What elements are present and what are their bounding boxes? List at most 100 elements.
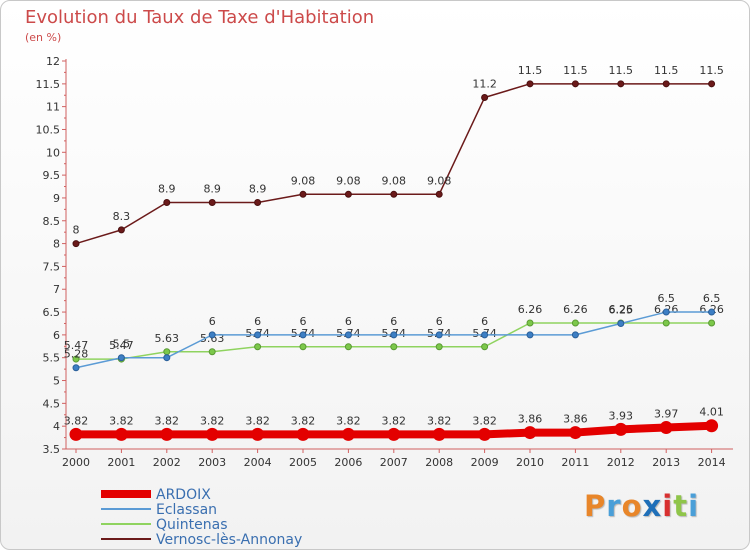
- data-point-ardoix: [614, 422, 628, 436]
- data-label-quintenas: 5.47: [64, 339, 89, 352]
- data-label-ardoix: 3.93: [609, 409, 634, 422]
- legend-label-ardoix: ARDOIX: [156, 487, 211, 503]
- y-tick-label: 7.5: [43, 260, 61, 273]
- x-tick-label: 2003: [198, 456, 226, 469]
- y-tick-label: 4.5: [43, 397, 61, 410]
- data-point-eclassan: [435, 331, 443, 339]
- y-tick-label: 10.5: [36, 123, 61, 136]
- data-label-vernosc-les-annonay: 11.5: [654, 64, 679, 77]
- data-label-eclassan: 6: [254, 315, 261, 328]
- data-point-ardoix: [659, 421, 673, 435]
- data-label-vernosc-les-annonay: 11.5: [518, 64, 543, 77]
- legend-label-quintenas: Quintenas: [156, 517, 228, 533]
- logo-letter: i: [662, 489, 674, 523]
- data-point-eclassan: [390, 331, 398, 339]
- data-label-eclassan: 6: [390, 315, 397, 328]
- y-tick-label: 5: [53, 375, 60, 388]
- data-point-quintenas: [254, 343, 262, 351]
- data-label-ardoix: 3.86: [563, 413, 588, 426]
- data-label-eclassan: 6: [209, 315, 216, 328]
- data-label-quintenas: 5.63: [155, 332, 180, 345]
- data-label-vernosc-les-annonay: 11.5: [563, 64, 588, 77]
- data-point-quintenas: [435, 343, 443, 351]
- data-point-quintenas: [344, 343, 352, 351]
- data-label-eclassan: 6.5: [657, 292, 675, 305]
- data-label-eclassan: 5.5: [113, 338, 131, 351]
- y-tick-label: 6.5: [43, 306, 61, 319]
- data-point-ardoix: [341, 427, 355, 441]
- data-label-quintenas: 6.26: [609, 303, 634, 316]
- data-point-quintenas: [299, 343, 307, 351]
- x-tick-label: 2013: [652, 456, 680, 469]
- data-point-quintenas: [163, 348, 171, 356]
- legend-label-vernosc-les-annonay: Vernosc-lès-Annonay: [156, 532, 302, 548]
- data-point-vernosc-les-annonay: [662, 80, 670, 88]
- logo-letter: r: [606, 489, 622, 523]
- data-point-vernosc-les-annonay: [708, 80, 716, 88]
- y-tick-label: 10: [46, 146, 60, 159]
- data-point-vernosc-les-annonay: [254, 199, 262, 207]
- data-point-ardoix: [160, 427, 174, 441]
- data-point-eclassan: [708, 308, 716, 316]
- data-label-eclassan: 6: [481, 315, 488, 328]
- data-label-vernosc-les-annonay: 8.3: [113, 210, 131, 223]
- data-point-ardoix: [69, 427, 83, 441]
- x-tick-label: 2008: [425, 456, 453, 469]
- data-point-quintenas: [481, 343, 489, 351]
- x-tick-label: 2007: [380, 456, 408, 469]
- x-tick-label: 2004: [244, 456, 272, 469]
- data-point-vernosc-les-annonay: [344, 190, 352, 198]
- data-point-vernosc-les-annonay: [390, 190, 398, 198]
- data-point-eclassan: [254, 331, 262, 339]
- data-label-ardoix: 3.86: [518, 413, 543, 426]
- data-label-vernosc-les-annonay: 11.5: [609, 64, 634, 77]
- data-point-quintenas: [571, 319, 579, 327]
- data-label-vernosc-les-annonay: 8: [73, 224, 80, 237]
- data-label-ardoix: 3.97: [654, 408, 679, 421]
- data-point-eclassan: [344, 331, 352, 339]
- data-point-quintenas: [390, 343, 398, 351]
- data-point-ardoix: [432, 427, 446, 441]
- x-tick-label: 2002: [153, 456, 181, 469]
- data-point-quintenas: [708, 319, 716, 327]
- data-point-ardoix: [568, 426, 582, 440]
- x-tick-label: 2010: [516, 456, 544, 469]
- data-label-eclassan: 6: [300, 315, 307, 328]
- y-tick-label: 7: [53, 283, 60, 296]
- series-line-vernosc-les-annonay: [75, 83, 713, 245]
- data-point-quintenas: [662, 319, 670, 327]
- data-label-ardoix: 3.82: [382, 414, 407, 427]
- data-label-vernosc-les-annonay: 11.2: [472, 78, 497, 91]
- data-point-vernosc-les-annonay: [163, 199, 171, 207]
- x-tick-label: 2009: [471, 456, 499, 469]
- data-label-quintenas: 6.26: [563, 303, 588, 316]
- data-label-vernosc-les-annonay: 9.08: [291, 174, 316, 187]
- data-label-ardoix: 3.82: [427, 414, 452, 427]
- data-point-eclassan: [526, 331, 534, 339]
- data-point-eclassan: [117, 354, 125, 362]
- data-label-quintenas: 6.26: [518, 303, 543, 316]
- data-label-ardoix: 3.82: [64, 414, 89, 427]
- x-tick-label: 2000: [62, 456, 90, 469]
- data-label-ardoix: 3.82: [155, 414, 180, 427]
- y-tick-label: 12: [46, 55, 60, 68]
- data-point-ardoix: [114, 427, 128, 441]
- data-point-ardoix: [296, 427, 310, 441]
- data-point-vernosc-les-annonay: [481, 94, 489, 102]
- data-point-eclassan: [208, 331, 216, 339]
- data-label-vernosc-les-annonay: 9.08: [427, 174, 452, 187]
- data-point-eclassan: [617, 319, 625, 327]
- data-point-quintenas: [526, 319, 534, 327]
- data-label-vernosc-les-annonay: 8.9: [249, 183, 267, 196]
- data-label-vernosc-les-annonay: 8.9: [203, 183, 221, 196]
- data-label-eclassan: 6: [436, 315, 443, 328]
- data-point-eclassan: [481, 331, 489, 339]
- logo-letter: t: [673, 489, 689, 523]
- logo-letter: P: [584, 489, 607, 523]
- y-tick-label: 6: [53, 329, 60, 342]
- data-point-eclassan: [163, 354, 171, 362]
- data-point-quintenas: [208, 348, 216, 356]
- y-tick-label: 3.5: [43, 443, 61, 456]
- data-label-ardoix: 3.82: [200, 414, 225, 427]
